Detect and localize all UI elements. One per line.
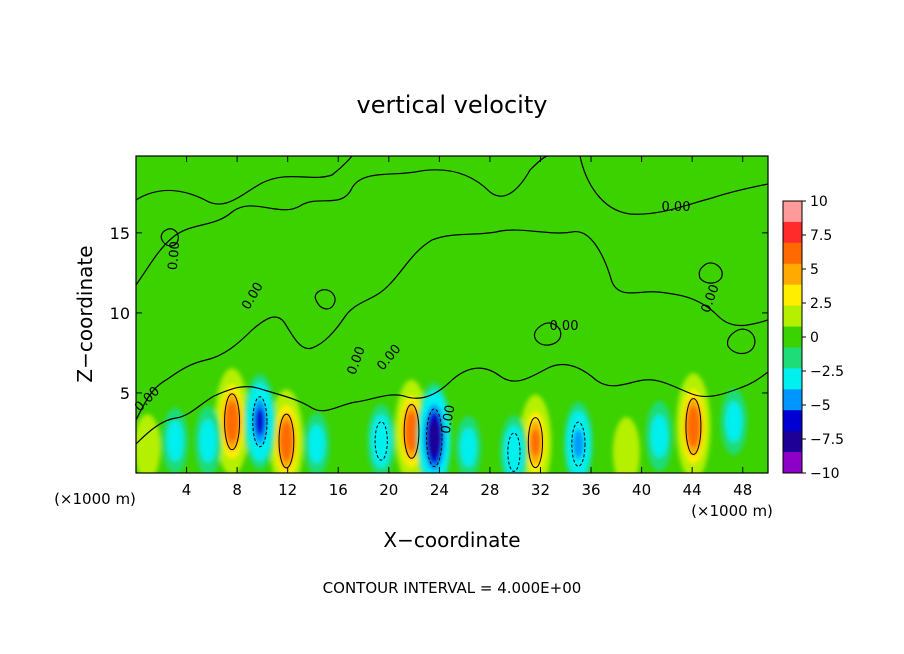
colorbar-tick-label: 7.5 xyxy=(810,228,832,244)
colorbar-swatch xyxy=(783,263,802,286)
contour-line xyxy=(136,156,353,205)
field-cell xyxy=(199,419,217,463)
field-cell xyxy=(282,428,291,454)
contour-line xyxy=(698,262,723,284)
x-tick-label: 4 xyxy=(182,481,192,499)
field-cell xyxy=(573,429,584,459)
colorbar: 10 7.5 5 2.5 0 −2.5 −5 −7.5 −10 xyxy=(782,194,844,482)
contour-line xyxy=(278,413,295,469)
field-cell xyxy=(407,418,416,444)
contour-outlines xyxy=(224,393,702,472)
x-tick-label: 44 xyxy=(683,481,702,499)
plot-frame xyxy=(135,155,769,474)
field-cell xyxy=(507,435,521,469)
field-cell xyxy=(530,428,541,457)
x-axis: 4 8 12 16 20 24 28 32 36 40 44 48 xyxy=(182,156,752,499)
x-tick-label: 8 xyxy=(232,481,242,499)
x-tick-label: 40 xyxy=(632,481,651,499)
y-axis: 5 10 15 xyxy=(110,224,768,403)
field-cell xyxy=(725,401,742,443)
x-tick-label: 36 xyxy=(581,481,600,499)
colorbar-swatch xyxy=(783,410,802,432)
zero-contours xyxy=(136,156,768,445)
contour-line xyxy=(426,408,443,468)
contour-interval-footer: CONTOUR INTERVAL = 4.000E+00 xyxy=(323,579,582,597)
colorbar-swatch xyxy=(783,305,802,328)
colorbar-tick-label: 2.5 xyxy=(810,296,832,312)
contour-line xyxy=(726,328,756,355)
contour-line xyxy=(533,322,562,346)
contour-line xyxy=(224,393,241,451)
colorbar-swatch xyxy=(783,431,802,453)
contour-label: 0.00 xyxy=(550,319,579,334)
y-axis-label: Z−coordinate xyxy=(73,245,97,382)
colorbar-tick-label: −2.5 xyxy=(810,364,844,380)
colorbar-swatch xyxy=(783,452,802,474)
y-tick-label: 10 xyxy=(110,304,130,323)
contour-line xyxy=(374,421,388,461)
colorbar-swatch xyxy=(783,201,802,223)
x-tick-label: 12 xyxy=(278,481,297,499)
colorbar-swatch xyxy=(783,284,802,307)
field-cell xyxy=(167,420,184,462)
contour-line xyxy=(579,156,768,215)
field-cell xyxy=(255,408,265,436)
contour-line xyxy=(252,396,268,448)
colorbar-swatch xyxy=(783,221,802,244)
colorbar-swatch xyxy=(783,347,802,369)
field-cell xyxy=(308,424,325,464)
colorbar-swatch xyxy=(783,326,802,348)
contour-line xyxy=(136,156,549,286)
colorbar-tick-label: 0 xyxy=(810,330,819,346)
contour-label: 0.00 xyxy=(439,404,459,435)
plot-area xyxy=(136,156,768,473)
field-cell xyxy=(227,408,237,435)
field-cell xyxy=(650,414,668,458)
colorbar-tick-label: 5 xyxy=(810,262,819,278)
x-tick-label: 16 xyxy=(329,481,348,499)
contour-line xyxy=(685,398,702,455)
velocity-field xyxy=(136,368,748,473)
field-cell xyxy=(618,430,635,473)
x-tick-label: 48 xyxy=(733,481,752,499)
contour-line xyxy=(527,417,544,469)
contour-line xyxy=(507,432,521,472)
colorbar-tick-label: −5 xyxy=(810,398,831,414)
y-tick-label: 15 xyxy=(110,224,130,243)
colorbar-tick-label: 10 xyxy=(810,194,828,210)
contour-line xyxy=(403,403,420,459)
contour-line xyxy=(136,363,768,445)
field-cell xyxy=(460,428,477,467)
x-tick-label: 24 xyxy=(430,481,449,499)
colorbar-tick-label: −7.5 xyxy=(810,432,844,448)
colorbar-swatch xyxy=(783,368,802,390)
contour-label: 0.00 xyxy=(662,200,691,215)
colorbar-tick-label: −10 xyxy=(810,466,840,482)
y-tick-label: 5 xyxy=(120,384,130,403)
field-cell xyxy=(375,424,388,458)
colorbar-swatch xyxy=(783,389,802,411)
contour-line xyxy=(314,289,336,310)
field-cell xyxy=(689,413,698,440)
x-tick-label: 28 xyxy=(480,481,499,499)
x-tick-label: 20 xyxy=(379,481,398,499)
x-unit-label-left: (×1000 m) xyxy=(54,490,136,508)
field-cell xyxy=(430,426,439,450)
colorbar-swatch xyxy=(783,242,802,265)
contour-line xyxy=(160,228,179,247)
x-axis-label: X−coordinate xyxy=(383,528,520,552)
contour-line xyxy=(571,421,586,467)
x-tick-label: 32 xyxy=(531,481,550,499)
x-unit-label-right: (×1000 m) xyxy=(691,502,773,520)
contour-label: 0.00 xyxy=(166,241,183,271)
contour-line xyxy=(136,229,768,421)
chart-title: vertical velocity xyxy=(357,91,548,119)
